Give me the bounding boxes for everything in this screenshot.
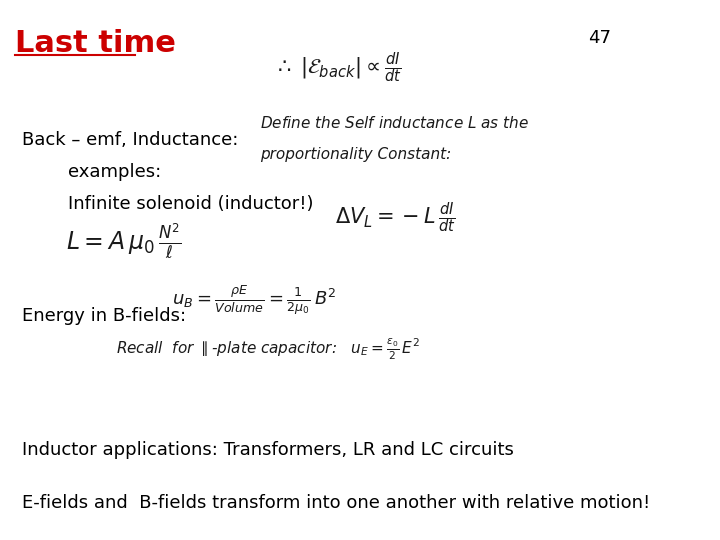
Text: $L = A\,\mu_0\,\frac{N^2}{\ell}$: $L = A\,\mu_0\,\frac{N^2}{\ell}$ — [66, 222, 181, 261]
Text: $u_B = \frac{\rho E}{Volume} = \frac{1}{2\mu_0}\,B^2$: $u_B = \frac{\rho E}{Volume} = \frac{1}{… — [172, 284, 336, 317]
Text: Energy in B-fields:: Energy in B-fields: — [22, 307, 186, 326]
Text: proportionality Constant:: proportionality Constant: — [260, 147, 451, 162]
Text: E-fields and  B-fields transform into one another with relative motion!: E-fields and B-fields transform into one… — [22, 495, 650, 512]
Text: Define the Self inductance $L$ as the: Define the Self inductance $L$ as the — [260, 115, 529, 131]
Text: 47: 47 — [588, 30, 611, 48]
Text: Inductor applications: Transformers, LR and LC circuits: Inductor applications: Transformers, LR … — [22, 441, 513, 459]
Text: $\therefore\; |\mathcal{E}_{back}| \propto \frac{dI}{dt}$: $\therefore\; |\mathcal{E}_{back}| \prop… — [273, 51, 401, 85]
Text: $\Delta V_L = -L\,\frac{dI}{dt}$: $\Delta V_L = -L\,\frac{dI}{dt}$ — [336, 200, 456, 235]
Text: Infinite solenoid (inductor!): Infinite solenoid (inductor!) — [22, 195, 313, 213]
Text: Back – emf, Inductance:: Back – emf, Inductance: — [22, 131, 238, 149]
Text: examples:: examples: — [22, 163, 161, 181]
Text: Last time: Last time — [15, 30, 176, 58]
Text: Recall  for $\parallel$-plate capacitor:   $u_E = \frac{\varepsilon_0}{2}\,E^2$: Recall for $\parallel$-plate capacitor: … — [116, 337, 420, 362]
